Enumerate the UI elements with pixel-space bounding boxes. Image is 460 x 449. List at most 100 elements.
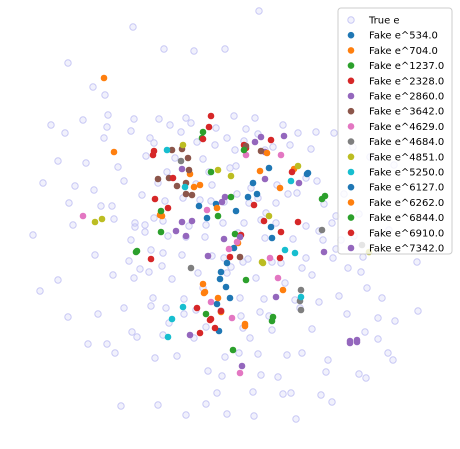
point-fake-e-6262-0-7	[214, 294, 222, 302]
point-true-e-135	[355, 370, 363, 378]
point-true-e-1	[129, 23, 137, 31]
point-true-e-216	[47, 121, 55, 129]
point-fake-e-2860-0-6	[261, 175, 269, 183]
point-true-e-69	[159, 249, 167, 257]
legend-marker-fake-e-6127-0	[347, 183, 355, 191]
point-true-e-128	[324, 356, 332, 364]
point-true-e-8	[104, 111, 112, 119]
point-fake-e-4851-0-2	[98, 215, 106, 223]
point-fake-e-704-0-2	[196, 181, 204, 189]
legend-label-fake-e-2860-0: Fake e^2860.0	[369, 92, 444, 103]
point-true-e-118	[84, 340, 92, 348]
point-true-e-84	[252, 274, 260, 282]
point-true-e-9	[130, 115, 138, 123]
legend-label-fake-e-7342-0: Fake e^7342.0	[369, 244, 444, 255]
point-true-e-136	[362, 374, 370, 382]
point-true-e-137	[213, 389, 221, 397]
point-fake-e-704-0-1	[110, 148, 118, 156]
point-true-e-32	[313, 177, 321, 185]
point-true-e-127	[298, 349, 306, 357]
point-true-e-208	[212, 124, 220, 132]
point-true-e-198	[298, 264, 306, 272]
point-fake-e-6127-0-7	[203, 214, 211, 222]
point-fake-e-5250-0-3	[168, 315, 176, 323]
series-fake-e-5250-0	[163, 146, 305, 341]
point-true-e-103	[237, 312, 245, 320]
point-fake-e-6844-0-0	[199, 128, 207, 136]
point-true-e-78	[109, 271, 117, 279]
point-true-e-120	[111, 349, 119, 357]
legend-marker-fake-e-2860-0	[347, 92, 355, 100]
point-fake-e-4629-0-2	[233, 238, 241, 246]
point-true-e-82	[194, 269, 202, 277]
point-fake-e-2328-0-3	[151, 195, 159, 203]
point-true-e-167	[242, 125, 250, 133]
point-fake-e-534-0-6	[265, 164, 273, 172]
legend: True e Fake e^534.0 Fake e^704.0 Fake e^123…	[337, 7, 453, 255]
point-fake-e-6127-0-1	[267, 223, 275, 231]
point-true-e-18	[231, 146, 239, 154]
legend-marker-fake-e-4629-0	[347, 123, 355, 130]
point-fake-e-7342-0-4	[238, 362, 246, 370]
point-true-e-116	[308, 325, 316, 333]
point-fake-e-6127-0-3	[223, 259, 231, 267]
point-true-e-60	[289, 235, 297, 243]
point-true-e-2	[160, 45, 168, 53]
legend-marker-fake-e-5250-0	[347, 168, 355, 176]
legend-marker-fake-e-534-0	[347, 31, 355, 39]
point-fake-e-4851-0-3	[214, 166, 222, 174]
point-fake-e-3642-0-11	[188, 191, 196, 199]
point-fake-e-4684-0-2	[318, 226, 326, 234]
point-fake-e-3642-0-8	[236, 253, 244, 261]
point-fake-e-2860-0-3	[220, 235, 228, 243]
point-true-e-66	[91, 251, 99, 259]
point-fake-e-4629-0-10	[277, 151, 285, 159]
point-true-e-117	[361, 328, 369, 336]
point-fake-e-7342-0-10	[295, 179, 303, 187]
point-fake-e-2328-0-8	[276, 254, 284, 262]
point-true-e-122	[173, 352, 181, 360]
point-true-e-45	[240, 219, 248, 227]
point-true-e-204	[330, 129, 338, 137]
point-true-e-211	[146, 134, 154, 142]
legend-label-fake-e-1237-0: Fake e^1237.0	[369, 61, 444, 72]
legend-label-fake-e-3642-0: Fake e^3642.0	[369, 107, 444, 118]
point-fake-e-4629-0-4	[207, 298, 215, 306]
point-fake-e-4684-0-1	[187, 264, 195, 272]
point-fake-e-6910-0-3	[207, 315, 215, 323]
point-true-e-16	[193, 138, 201, 146]
point-true-e-191	[378, 294, 386, 302]
point-fake-e-2860-0-11	[188, 217, 196, 225]
point-true-e-24	[163, 168, 171, 176]
point-fake-e-6262-0-6	[190, 183, 198, 191]
point-fake-e-6844-0-4	[227, 193, 235, 201]
legend-marker-fake-e-7342-0	[347, 244, 355, 252]
point-fake-e-6127-0-4	[216, 275, 224, 283]
legend-marker-fake-e-704-0	[347, 47, 355, 54]
point-fake-e-6127-0-8	[249, 179, 257, 187]
point-fake-e-5250-0-5	[281, 246, 289, 254]
point-fake-e-534-0-5	[244, 193, 252, 201]
point-true-e-164	[133, 333, 141, 341]
point-fake-e-2860-0-4	[204, 252, 212, 260]
point-fake-e-6844-0-3	[157, 207, 165, 215]
point-true-e-15	[150, 139, 158, 147]
point-fake-e-6127-0-5	[217, 268, 225, 276]
legend-label-fake-e-704-0: Fake e^704.0	[369, 46, 438, 57]
point-true-e-143	[223, 410, 231, 418]
point-true-e-70	[178, 251, 186, 259]
point-true-e-142	[182, 411, 190, 419]
point-true-e-173	[142, 152, 150, 160]
point-true-e-10	[155, 115, 163, 123]
point-true-e-26	[226, 164, 234, 172]
point-true-e-161	[319, 236, 327, 244]
point-true-e-11	[182, 114, 190, 122]
point-true-e-160	[302, 222, 310, 230]
point-true-e-209	[187, 119, 195, 127]
legend-marker-fake-e-4851-0	[347, 153, 355, 161]
point-true-e-172	[171, 154, 179, 162]
point-fake-e-4629-0-8	[242, 151, 250, 159]
point-true-e-108	[374, 314, 382, 322]
series-fake-e-7342-0	[172, 138, 361, 370]
point-true-e-188	[329, 254, 337, 262]
